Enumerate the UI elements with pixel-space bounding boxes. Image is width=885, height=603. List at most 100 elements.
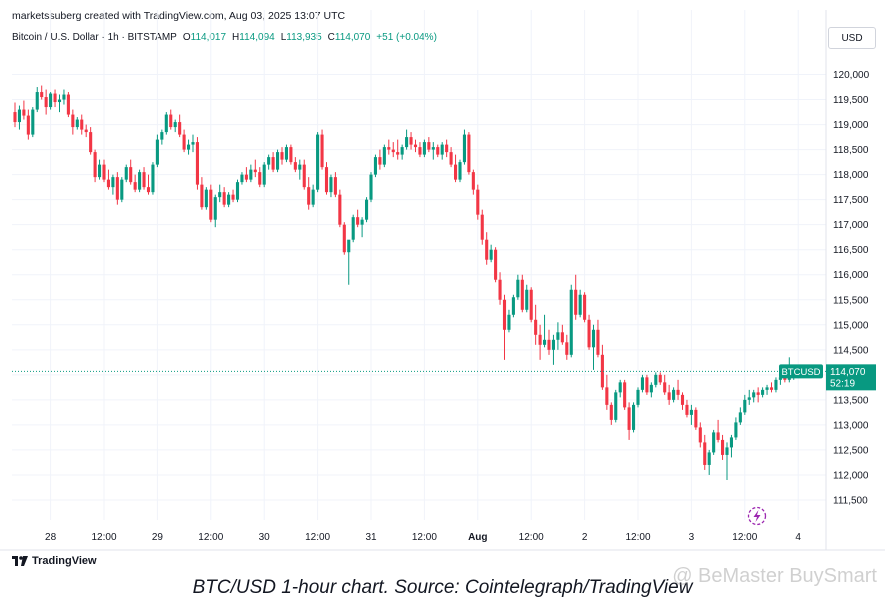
candlestick-chart[interactable]: 111,500 112,000 112,500 113,000 113,500 114,0… xyxy=(0,0,885,560)
candle-body xyxy=(182,134,186,150)
candle-body xyxy=(373,157,377,175)
flash-icon[interactable] xyxy=(747,506,767,526)
tradingview-logo[interactable]: TradingView xyxy=(12,555,97,567)
price-tick-label: 119,500 xyxy=(833,95,869,106)
candle-body xyxy=(618,382,622,393)
candle-body xyxy=(502,299,507,330)
candle-body xyxy=(569,289,573,355)
currency-selector[interactable]: USD xyxy=(828,27,876,49)
candle-body xyxy=(449,152,453,165)
time-tick-label: 4 xyxy=(795,532,801,543)
candle-body xyxy=(689,409,693,415)
candle-body xyxy=(591,329,596,348)
figure-caption: BTC/USD 1-hour chart. Source: Cointelegr… xyxy=(192,577,693,598)
price-tick-label: 115,000 xyxy=(833,320,869,331)
candle-body xyxy=(329,177,333,193)
candle-body xyxy=(333,177,337,195)
candle-body xyxy=(169,114,173,128)
legend-low-value: 113,935 xyxy=(286,32,322,43)
candle-body xyxy=(627,407,631,430)
candle-body xyxy=(89,132,93,153)
candle-body xyxy=(716,432,720,440)
last-price-badge xyxy=(826,364,876,391)
candle-body xyxy=(80,119,84,130)
time-tick-label: 30 xyxy=(259,532,271,543)
candle-body xyxy=(146,187,151,193)
symbol-badge-text: BTCUSD xyxy=(781,367,820,378)
candle-body xyxy=(761,389,765,395)
candle-body xyxy=(133,182,137,190)
candle-body xyxy=(489,249,493,260)
candle-body xyxy=(645,377,649,393)
candle-body xyxy=(378,157,382,165)
watermark: @ BeMaster BuySmart xyxy=(672,565,877,587)
legend-open-key: O xyxy=(182,32,191,43)
candle-body xyxy=(124,167,128,180)
time-axis[interactable]: 28 12:00 29 12:00 30 12:00 31 12:00 Aug 12:00 2 12:… xyxy=(45,532,801,543)
candle-body xyxy=(769,387,774,390)
candle-body xyxy=(507,314,511,330)
time-tick-label: 12:00 xyxy=(412,532,437,543)
candle-body xyxy=(485,239,489,260)
candle-body xyxy=(115,177,119,200)
candle-body xyxy=(218,192,222,198)
candle-body xyxy=(756,392,760,395)
ohlc-legend: Bitcoin / U.S. Dollar · 1h · BITSTAMP O11… xyxy=(12,32,437,43)
candle-body xyxy=(458,162,462,180)
candle-body xyxy=(35,92,39,110)
legend-high-value: 114,094 xyxy=(239,32,275,43)
candle-body xyxy=(685,404,689,415)
chart-credit: marketssuberg created with TradingView.c… xyxy=(12,10,346,22)
candle-body xyxy=(191,142,195,145)
candle-body xyxy=(26,115,30,135)
candle-body xyxy=(111,177,115,188)
candle-body xyxy=(231,194,235,200)
candle-body xyxy=(22,109,26,116)
candle-body xyxy=(240,174,244,183)
candle-body xyxy=(525,289,529,310)
tradingview-logo-icon xyxy=(12,556,28,566)
candle-body xyxy=(151,164,155,193)
candle-body xyxy=(752,392,756,398)
time-tick-label: 12:00 xyxy=(519,532,544,543)
price-tick-label: 116,000 xyxy=(833,270,869,281)
price-tick-label: 120,000 xyxy=(833,70,870,81)
candle-body xyxy=(298,164,302,170)
candle-body xyxy=(347,239,351,253)
candle-body xyxy=(249,169,253,180)
candle-body xyxy=(40,92,44,98)
candle-body xyxy=(494,249,498,280)
time-tick-label: 2 xyxy=(582,532,588,543)
currency-label: USD xyxy=(841,32,863,44)
candle-body xyxy=(13,112,17,123)
candle-body xyxy=(62,94,66,100)
candle-body xyxy=(382,147,386,165)
candle-body xyxy=(663,382,667,393)
candle-body xyxy=(649,384,653,393)
candle-body xyxy=(543,339,547,345)
candle-body xyxy=(284,147,288,160)
time-tick-label: 28 xyxy=(45,532,57,543)
candle-body xyxy=(596,329,600,355)
candle-body xyxy=(71,114,75,128)
candle-body xyxy=(632,404,636,430)
candle-body xyxy=(369,174,373,200)
candle-body xyxy=(783,377,787,380)
candle-body xyxy=(476,189,480,215)
candle-body xyxy=(75,119,79,128)
candle-body xyxy=(49,93,53,108)
candle-body xyxy=(271,157,275,170)
legend-high-key: H xyxy=(232,32,240,43)
candle-body xyxy=(712,432,716,453)
candle-body xyxy=(155,139,159,165)
candle-body xyxy=(289,147,293,163)
time-tick-label: 12:00 xyxy=(732,532,757,543)
candle-body xyxy=(351,217,355,240)
candle-body xyxy=(734,422,738,438)
price-axis[interactable]: 111,500 112,000 112,500 113,000 113,500 114,0… xyxy=(833,70,870,506)
candle-body xyxy=(209,189,213,220)
candle-body xyxy=(703,442,707,465)
candle-body xyxy=(387,147,391,150)
price-tick-label: 113,000 xyxy=(833,420,869,431)
